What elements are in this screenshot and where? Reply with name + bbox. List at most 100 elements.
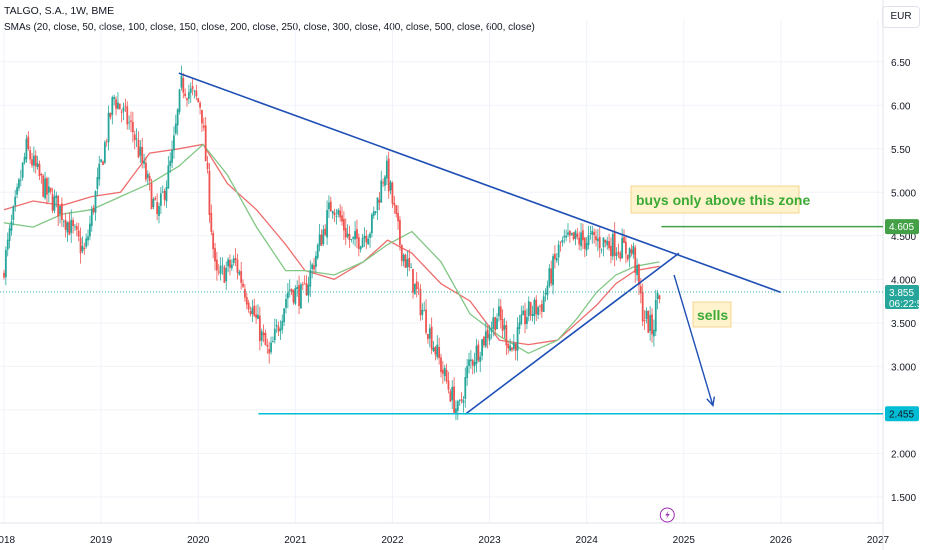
candle-body (499, 306, 502, 320)
candle-body (596, 238, 599, 242)
candle-body (182, 78, 185, 93)
x-tick-label: 2026 (770, 535, 793, 546)
candle-body (348, 233, 351, 240)
candle-body (469, 359, 472, 362)
candle-body (314, 255, 317, 267)
candle-body (102, 161, 104, 166)
candle-body (275, 324, 278, 327)
candle-body (298, 285, 300, 307)
candle-body (137, 139, 140, 158)
candle-body (240, 271, 243, 283)
candle-body (55, 195, 58, 199)
sells-annotation-box (692, 301, 732, 328)
candle-body (92, 207, 95, 213)
candle-body (456, 401, 459, 411)
candle-body (554, 253, 556, 260)
candle-body (242, 283, 244, 287)
candle-body (582, 230, 584, 241)
candle-body (180, 75, 183, 88)
moving-averages (3, 143, 660, 355)
candle-body (540, 304, 543, 312)
candle-body (105, 141, 108, 143)
grid-lines (0, 20, 883, 523)
candle-body (171, 150, 173, 163)
candle-body (626, 254, 629, 260)
candle-body (576, 233, 579, 237)
x-tick-label: 2021 (284, 535, 307, 546)
candle-body (178, 89, 181, 112)
candle-body (479, 356, 482, 362)
candle-body (90, 208, 93, 227)
candle-body (408, 257, 411, 268)
candle-body (21, 162, 24, 178)
candle-body (335, 216, 338, 218)
candle-body (103, 142, 106, 163)
sma-indicator-legend[interactable]: SMAs (20, close, 50, close, 100, close, … (4, 22, 535, 33)
candle-body (628, 248, 631, 258)
x-tick-label: 2023 (478, 535, 501, 546)
candle-body (255, 314, 258, 318)
candle-body (77, 230, 80, 237)
candle-body (46, 178, 48, 195)
candle-body (339, 210, 342, 218)
candle-body (522, 310, 525, 316)
candle-body (87, 236, 89, 241)
candle-body (419, 289, 422, 316)
candle-body (273, 328, 276, 341)
candle-body (623, 236, 625, 243)
candle-body (148, 175, 151, 182)
candle-body (647, 311, 650, 333)
candle-body (72, 220, 74, 227)
candle-body (606, 240, 609, 246)
last-price-label-text: 3.855 (889, 288, 914, 299)
y-tick-label: 3.500 (891, 319, 916, 330)
candle-body (520, 314, 523, 324)
candle-body (432, 347, 435, 352)
symbol-title[interactable]: TALGO, S.A., 1W, BME (4, 5, 115, 17)
candle-body (146, 173, 149, 178)
candle-body (359, 246, 362, 250)
candle-body (369, 233, 371, 238)
candle-body (654, 299, 657, 332)
candle-body (251, 307, 254, 314)
candle-body (262, 332, 265, 336)
candle-body (234, 258, 237, 261)
candle-body (193, 90, 196, 92)
sells-annotation-text: sells (697, 307, 728, 323)
candle-body (455, 408, 457, 414)
candle-body (393, 202, 396, 206)
candle-body (438, 347, 441, 359)
candle-body (503, 325, 506, 330)
candle-body (595, 236, 597, 241)
candle-body (214, 248, 216, 262)
candle-body (320, 234, 323, 246)
y-tick-label: 5.000 (891, 188, 916, 199)
candle-body (81, 245, 84, 252)
candle-body (415, 281, 418, 289)
candle-body (31, 159, 33, 166)
candle-body (197, 98, 200, 103)
candle-body (512, 342, 515, 349)
x-tick-label: 2019 (90, 535, 113, 546)
candle-body (443, 367, 446, 377)
candle-body (346, 233, 349, 237)
candle-body (570, 232, 573, 235)
candle-body (249, 311, 252, 315)
currency-button[interactable]: EUR (882, 6, 920, 28)
candle-body (257, 314, 259, 319)
candle-body (184, 93, 187, 97)
candle-body (486, 329, 489, 339)
candle-body (16, 187, 18, 195)
candle-body (533, 300, 536, 317)
candle-body (365, 235, 368, 243)
candle-body (376, 197, 379, 211)
candle-body (258, 315, 261, 342)
buys-annotation-box (630, 185, 800, 214)
candle-body (47, 186, 50, 193)
candle-body (484, 331, 487, 347)
candle-body (511, 347, 513, 350)
candle-body (133, 134, 136, 141)
candle-body (542, 296, 545, 312)
candle-body (111, 97, 114, 115)
